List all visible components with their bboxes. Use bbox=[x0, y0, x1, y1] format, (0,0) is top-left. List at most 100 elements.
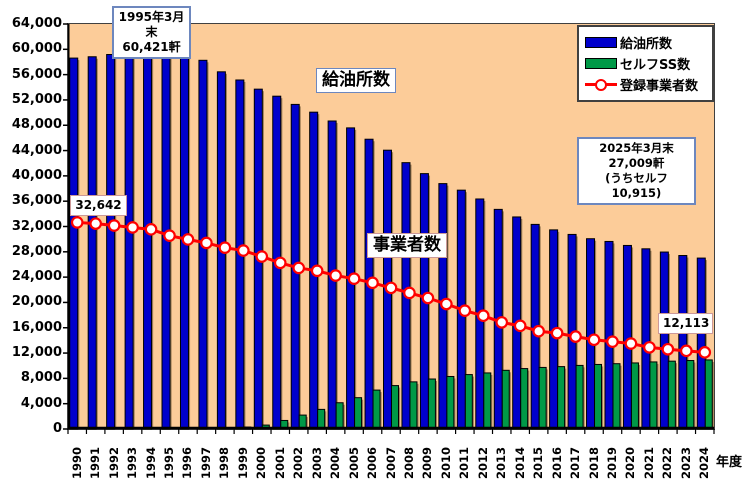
operators-point-2000 bbox=[255, 250, 269, 263]
operators-point-1999 bbox=[237, 244, 250, 257]
x-axis-label-2004: 2004 bbox=[328, 446, 343, 479]
operators-point-1998 bbox=[218, 241, 232, 254]
self-bar-shadow bbox=[453, 378, 456, 429]
operators-point-2003 bbox=[310, 264, 324, 278]
operators-point-2002 bbox=[292, 261, 306, 275]
self-bar-2007 bbox=[391, 385, 399, 430]
operators-point-2022 bbox=[661, 342, 675, 356]
self-bar-shadow bbox=[324, 411, 327, 429]
stations-bar-2020 bbox=[622, 244, 632, 430]
self-bar-shadow bbox=[546, 369, 548, 429]
self-bar-shadow bbox=[693, 362, 696, 429]
x-axis-label-2024: 2024 bbox=[697, 446, 712, 479]
y-axis-label-4000: 4,000 bbox=[20, 395, 62, 411]
self-bar-shadow bbox=[490, 374, 493, 429]
x-axis-label-2016: 2016 bbox=[549, 446, 564, 479]
y-axis-label-28000: 28,000 bbox=[11, 243, 62, 259]
operators-point-2017 bbox=[569, 330, 582, 343]
operators-point-2019 bbox=[606, 335, 619, 348]
self-bar-shadow bbox=[380, 392, 382, 429]
operators-point-2011 bbox=[458, 304, 472, 317]
legend: 給油所数 セルフSS数 登録事業者数 bbox=[577, 25, 714, 102]
operators-point-2012 bbox=[476, 309, 490, 323]
operators-point-2009 bbox=[421, 291, 435, 305]
stations-bar-shadow bbox=[114, 56, 117, 430]
stations-bar-shadow bbox=[77, 60, 80, 429]
x-axis-label-1996: 1996 bbox=[180, 446, 195, 479]
stations-bar-1991 bbox=[87, 56, 97, 430]
self-bar-shadow bbox=[287, 422, 290, 429]
self-bar-2013 bbox=[501, 369, 510, 430]
x-axis-label-2018: 2018 bbox=[586, 446, 601, 479]
x-axis-label-2005: 2005 bbox=[346, 446, 361, 479]
self-bar-2020 bbox=[630, 362, 639, 430]
operators-point-2013 bbox=[495, 316, 509, 329]
operators-point-2020 bbox=[624, 337, 638, 350]
x-axis-label-1995: 1995 bbox=[162, 446, 176, 479]
x-axis-label-2009: 2009 bbox=[420, 446, 435, 479]
self-bar-shadow bbox=[343, 404, 345, 429]
operators-point-2004 bbox=[329, 269, 342, 282]
self-bar-2010 bbox=[446, 375, 455, 430]
label-operators: 事業者数 bbox=[367, 233, 447, 258]
self-bar-2015 bbox=[538, 366, 547, 430]
legend-item-self: セルフSS数 bbox=[585, 53, 706, 74]
self-bar-2022 bbox=[667, 360, 676, 430]
self-bar-shadow bbox=[583, 367, 585, 429]
self-bar-2018 bbox=[594, 363, 603, 430]
y-axis-label-48000: 48,000 bbox=[11, 117, 62, 133]
operators-line-marker-icon bbox=[585, 78, 617, 91]
annotation-peak-1995: 1995年3月末 60,421軒 bbox=[112, 6, 191, 59]
x-axis-label-2013: 2013 bbox=[494, 446, 509, 479]
plot-area bbox=[63, 23, 715, 434]
self-bar-2003 bbox=[317, 408, 326, 430]
self-bar-2014 bbox=[520, 368, 529, 430]
label-stations: 給油所数 bbox=[316, 68, 396, 93]
legend-label-self: セルフSS数 bbox=[620, 58, 691, 73]
operators-point-2010 bbox=[440, 297, 453, 311]
x-axis-label-2022: 2022 bbox=[660, 446, 675, 479]
operators-point-2018 bbox=[587, 333, 601, 347]
annotation-operators-start: 32,642 bbox=[70, 195, 127, 216]
stations-bar-2022 bbox=[659, 251, 669, 430]
stations-bar-2023 bbox=[678, 255, 688, 430]
y-axis-label-56000: 56,000 bbox=[11, 66, 62, 82]
self-bar-shadow bbox=[527, 370, 530, 429]
self-bar-2023 bbox=[686, 360, 695, 430]
self-bar-shadow bbox=[656, 363, 659, 429]
operators-point-2024 bbox=[698, 346, 712, 359]
self-bar-shadow bbox=[712, 361, 714, 429]
y-axis-label-60000: 60,000 bbox=[11, 41, 62, 57]
x-axis-label-2010: 2010 bbox=[438, 446, 453, 479]
y-axis-label-64000: 64,000 bbox=[11, 16, 62, 31]
self-bar-shadow bbox=[675, 363, 677, 429]
stations-bar-1994 bbox=[143, 46, 153, 430]
stations-bar-shadow bbox=[705, 260, 707, 429]
y-axis-label-16000: 16,000 bbox=[11, 319, 62, 335]
x-axis-label-2006: 2006 bbox=[365, 446, 380, 479]
legend-item-operators: 登録事業者数 bbox=[585, 74, 706, 95]
self-bar-2024 bbox=[704, 359, 713, 430]
stations-bar-shadow bbox=[133, 53, 135, 429]
operators-point-2005 bbox=[347, 272, 361, 286]
x-axis-label-2007: 2007 bbox=[383, 446, 398, 479]
x-axis-label-2015: 2015 bbox=[531, 446, 546, 479]
self-bar-2008 bbox=[409, 381, 418, 430]
self-swatch-icon bbox=[585, 58, 617, 69]
self-bar-2021 bbox=[649, 361, 658, 430]
stations-bar-shadow bbox=[668, 254, 670, 429]
x-axis-label-1994: 1994 bbox=[143, 446, 158, 479]
operators-point-2014 bbox=[513, 319, 527, 333]
operators-point-1995 bbox=[163, 229, 176, 242]
operators-point-2006 bbox=[366, 276, 379, 290]
legend-item-stations: 給油所数 bbox=[585, 32, 706, 53]
y-axis-label-12000: 12,000 bbox=[11, 345, 62, 361]
x-axis-label-2003: 2003 bbox=[309, 446, 324, 479]
stations-swatch-icon bbox=[585, 37, 617, 48]
x-axis-label-2019: 2019 bbox=[604, 446, 619, 479]
self-bar-shadow bbox=[306, 417, 308, 429]
x-axis-label-1990: 1990 bbox=[69, 446, 84, 479]
y-axis-label-24000: 24,000 bbox=[11, 269, 62, 285]
self-bar-shadow bbox=[472, 376, 474, 429]
